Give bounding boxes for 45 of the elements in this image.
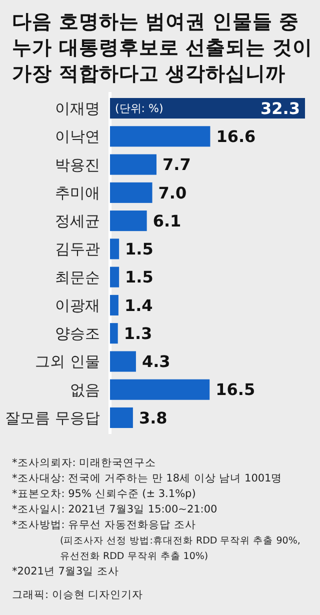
bar <box>110 238 120 260</box>
y-tick-label: 양승조 <box>55 324 100 343</box>
y-tick-label: 그외 인물 <box>35 352 100 371</box>
data-label: 16.5 <box>216 380 256 400</box>
y-tick-label: 잘모름 무응답 <box>5 408 100 427</box>
y-tick-label: 이재명 <box>55 100 100 118</box>
y-tick-label: 이낙연 <box>55 128 100 146</box>
text: *조사대상: 전국에 거주하는 만 18세 이상 남녀 1001명 <box>12 472 282 484</box>
text: *표본오차: 95% 신뢰수준 (± 3.1%p) <box>12 488 196 500</box>
data-label: 1.4 <box>124 296 153 315</box>
data-label: 6.1 <box>152 211 182 230</box>
data-label: 4.3 <box>142 352 170 372</box>
text: (단위: %) <box>115 102 164 116</box>
data-label: 1.5 <box>125 240 154 259</box>
y-tick-label: 김두관 <box>55 240 100 258</box>
y-tick-label: 없음 <box>70 380 100 399</box>
text: *조사방법: 유무선 자동전화응답 조사 (피조사자 선정 방법:휴대전화 RDD 무작위 추출 90%, 유선전화 RDD 무작위 추출 10%) <box>12 519 300 562</box>
bar <box>110 126 210 147</box>
y-tick-label: 추미애 <box>55 184 100 202</box>
data-label: 1.5 <box>125 268 154 287</box>
data-label: 32.3 <box>260 98 300 118</box>
bar <box>110 379 210 400</box>
bar <box>110 182 152 203</box>
data-label: 16.6 <box>216 127 256 146</box>
bar <box>110 351 136 372</box>
chart-title: 다음 호명하는 범여권 인물들 중 누가 대통령후보로 선출되는 것이 가장 적합하다고 생각하십니까 <box>12 10 312 85</box>
y-tick-label: 박용진 <box>55 156 100 174</box>
text: *조사일시: 2021년 7월3일 15:00~21:00 <box>12 504 218 516</box>
data-label: 3.8 <box>138 408 168 428</box>
text: *2021년 7월3일 조사 <box>12 566 120 578</box>
data-label: 1.3 <box>124 324 152 343</box>
text: 그래픽: 이승현 디자인기자 <box>12 589 144 601</box>
data-label: 7.7 <box>162 155 191 174</box>
data-label: 7.0 <box>158 183 187 202</box>
bar <box>110 98 305 119</box>
y-tick-label: 정세균 <box>55 212 100 230</box>
bar <box>110 266 120 288</box>
bar <box>110 294 118 316</box>
y-tick-label: 이광재 <box>55 296 100 314</box>
bar <box>110 154 156 175</box>
y-tick-label: 최문순 <box>55 268 100 286</box>
bar <box>110 323 118 344</box>
text: *조사의뢰자: 미래한국연구소 <box>12 457 156 469</box>
bar <box>110 210 147 232</box>
bar <box>110 407 133 428</box>
